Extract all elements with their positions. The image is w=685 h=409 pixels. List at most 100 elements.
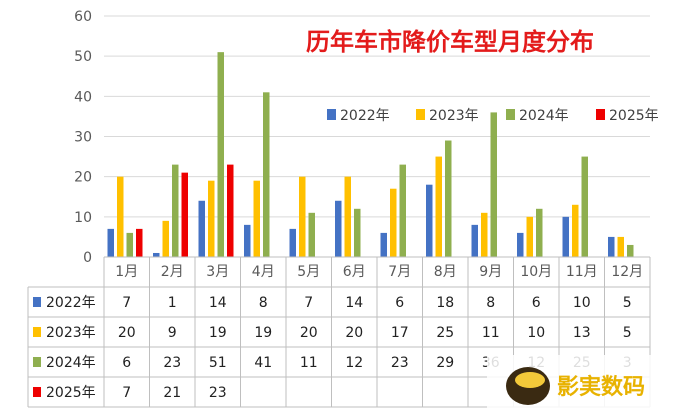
bar-2023年-7月	[390, 188, 397, 257]
table-cell-value: 6	[395, 295, 404, 311]
bar-2023年-2月	[162, 220, 169, 257]
legend-label: 2024年	[519, 108, 569, 124]
table-legend-key	[33, 297, 41, 307]
table-cell-value: 19	[254, 325, 272, 341]
table-cell-value: 23	[163, 355, 181, 371]
y-tick-label: 0	[83, 250, 92, 266]
table-cell-value: 8	[486, 295, 495, 311]
legend-swatch	[416, 109, 425, 120]
legend-swatch	[327, 109, 336, 120]
y-tick-label: 20	[74, 170, 92, 186]
table-cell-value: 19	[209, 325, 227, 341]
bar-2022年-10月	[517, 232, 524, 257]
table-cell-value: 9	[168, 325, 177, 341]
table-cell-value: 13	[573, 325, 591, 341]
bar-2024年-4月	[263, 92, 270, 257]
bar-2023年-3月	[208, 180, 215, 257]
legend-label: 2023年	[429, 108, 479, 124]
bar-2022年-12月	[608, 236, 615, 257]
legend-swatch	[596, 109, 605, 120]
y-tick-label: 50	[74, 49, 92, 65]
bar-2024年-9月	[490, 112, 497, 258]
table-cell-value: 18	[436, 295, 454, 311]
table-cell-value: 20	[300, 325, 318, 341]
x-tick-label: 1月	[115, 264, 138, 280]
table-cell-value: 23	[391, 355, 409, 371]
table-cell-value: 5	[623, 295, 632, 311]
table-cell-value: 41	[254, 355, 272, 371]
table-cell-value: 7	[304, 295, 313, 311]
bar-2023年-4月	[253, 180, 260, 257]
bar-2024年-2月	[172, 164, 179, 257]
table-series-label: 2024年	[46, 355, 96, 371]
y-tick-label: 40	[74, 89, 92, 105]
table-cell-value: 8	[259, 295, 268, 311]
bar-2024年-10月	[536, 208, 543, 257]
table-cell-value: 7	[122, 295, 131, 311]
bar-2024年-8月	[445, 140, 452, 257]
table-cell-value: 25	[436, 325, 454, 341]
bar-2024年-12月	[627, 244, 634, 257]
bar-2023年-11月	[572, 204, 579, 257]
table-cell-value: 17	[391, 325, 409, 341]
x-tick-label: 6月	[343, 264, 366, 280]
bar-2022年-8月	[426, 184, 433, 257]
bar-2025年-1月	[136, 228, 143, 257]
legend-swatch	[506, 109, 515, 120]
y-tick-label: 60	[74, 9, 92, 25]
bar-2022年-3月	[198, 200, 205, 257]
watermark-text: 影実数码	[557, 374, 645, 400]
bar-2025年-2月	[181, 172, 188, 257]
bar-2024年-11月	[581, 156, 588, 257]
table-cell-value: 10	[527, 325, 545, 341]
bar-2023年-9月	[481, 212, 488, 257]
table-cell-value: 5	[623, 325, 632, 341]
watermark-logo-highlight	[515, 372, 545, 388]
bar-2022年-7月	[380, 232, 387, 257]
table-cell-value: 12	[345, 355, 363, 371]
bar-2022年-1月	[107, 228, 114, 257]
x-tick-label: 10月	[520, 264, 552, 280]
table-cell-value: 14	[209, 295, 227, 311]
bar-2022年-9月	[471, 224, 478, 257]
x-tick-label: 5月	[297, 264, 320, 280]
bar-2023年-1月	[117, 176, 124, 257]
bar-2022年-5月	[289, 228, 296, 257]
table-cell-value: 11	[482, 325, 500, 341]
bar-2023年-6月	[344, 176, 351, 257]
x-tick-label: 8月	[434, 264, 457, 280]
table-cell-value: 21	[163, 385, 181, 401]
table-cell-value: 10	[573, 295, 591, 311]
bar-2024年-5月	[308, 212, 315, 257]
bar-2023年-12月	[617, 236, 624, 257]
x-tick-label: 12月	[611, 264, 643, 280]
table-cell-value: 51	[209, 355, 227, 371]
table-legend-key	[33, 357, 41, 367]
y-tick-label: 10	[74, 210, 92, 226]
table-series-label: 2023年	[46, 325, 96, 341]
bar-2023年-8月	[435, 156, 442, 257]
table-cell-value: 29	[436, 355, 454, 371]
bar-2023年-10月	[526, 216, 533, 257]
x-tick-label: 7月	[388, 264, 411, 280]
table-cell-value: 20	[118, 325, 136, 341]
table-cell-value: 6	[532, 295, 541, 311]
x-tick-label: 2月	[161, 264, 184, 280]
table-series-label: 2025年	[46, 385, 96, 401]
table-cell-value: 20	[345, 325, 363, 341]
x-tick-label: 9月	[479, 264, 502, 280]
bar-2022年-11月	[562, 216, 569, 257]
bar-2022年-4月	[244, 224, 251, 257]
table-series-label: 2022年	[46, 295, 96, 311]
bar-2024年-3月	[217, 52, 224, 258]
chart-title: 历年车市降价车型月度分布	[306, 28, 594, 56]
bar-2024年-1月	[126, 232, 133, 257]
bar-2024年-6月	[354, 208, 361, 257]
table-legend-key	[33, 327, 41, 337]
x-tick-label: 3月	[206, 264, 229, 280]
y-tick-label: 30	[74, 130, 92, 146]
table-legend-key	[33, 387, 41, 397]
bar-2024年-7月	[399, 164, 406, 257]
table-cell-value: 23	[209, 385, 227, 401]
